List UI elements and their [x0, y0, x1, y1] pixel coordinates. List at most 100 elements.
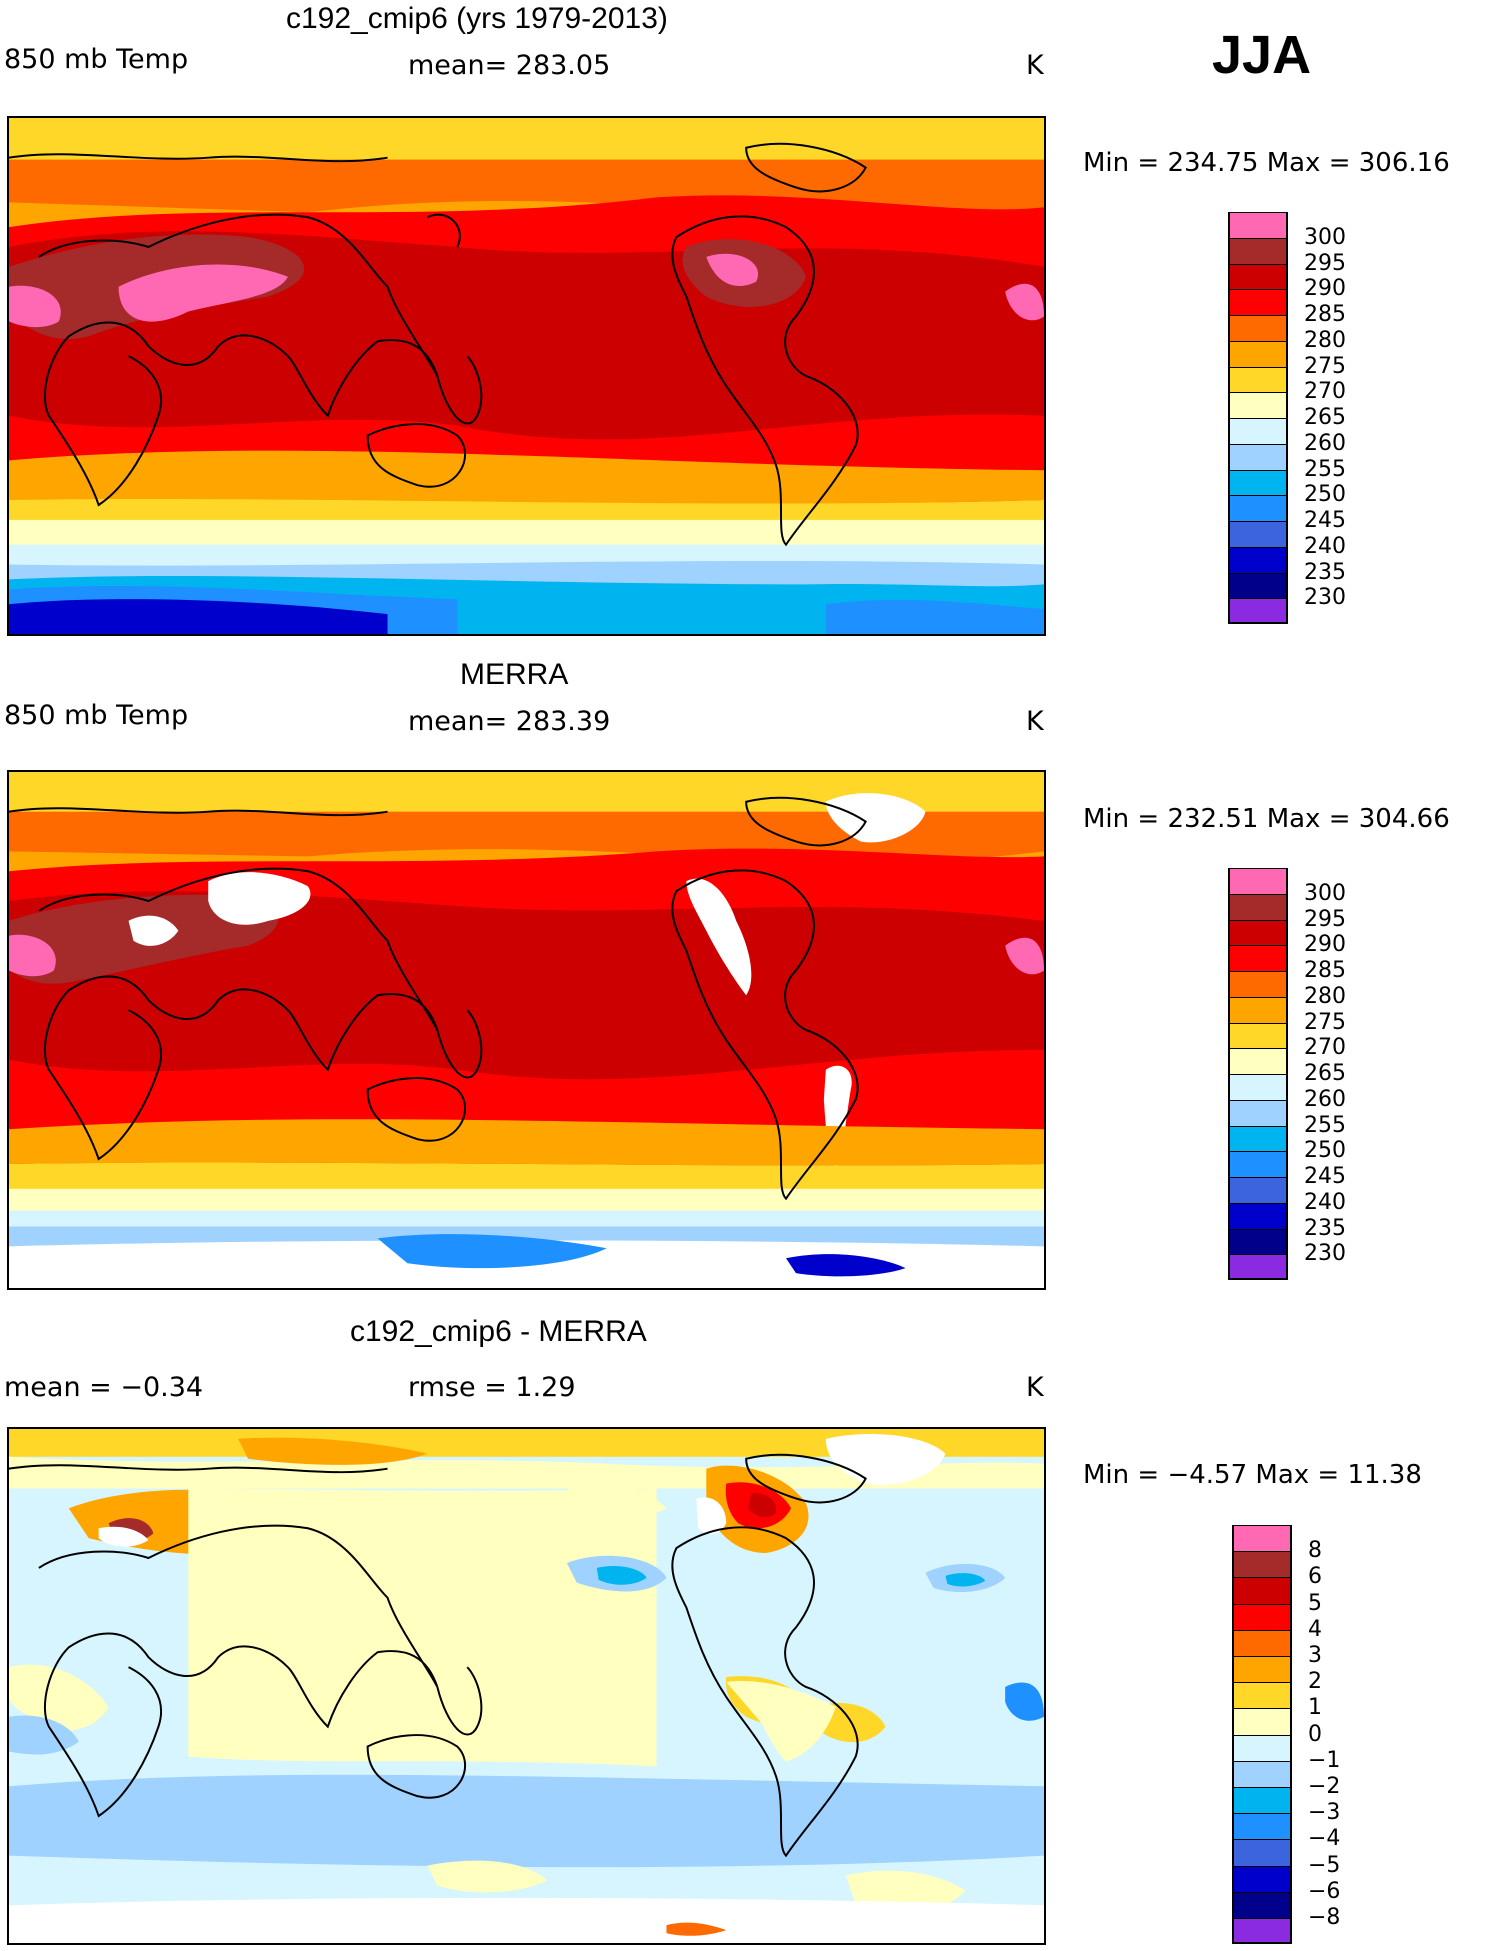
colorbar-tick-label: −1: [1308, 1747, 1341, 1773]
colorbar-tick-label: 290: [1304, 932, 1346, 958]
colorbar-tick-label: 280: [1304, 983, 1346, 1009]
colorbar-model: 300 295 290 285 280 275 270 265 260 255 250 245 240 2…: [1228, 212, 1358, 628]
variable-label: 850 mb Temp: [4, 700, 189, 731]
colorbar-swatch: [1228, 996, 1288, 1023]
colorbar-swatch: [1232, 1839, 1292, 1866]
colorbar-tick-label: −8: [1308, 1905, 1341, 1930]
season-label: JJA: [1212, 25, 1312, 85]
temperature-field: [9, 118, 1044, 634]
temperature-difference-field: [9, 1429, 1044, 1943]
units-label: K: [1026, 706, 1044, 737]
colorbar-tick-label: 3: [1308, 1643, 1322, 1668]
colorbar-swatch: [1232, 1603, 1292, 1630]
colorbar-swatch: [1232, 1682, 1292, 1709]
colorbar-diff: 8 6 5 4 3 2 1 0 −1 −2 −3 −4 −5 −6 −8: [1232, 1525, 1362, 1945]
colorbar-tick-label: 300: [1304, 880, 1346, 906]
colorbar-swatch: [1228, 945, 1288, 971]
min-max-label: Min = −4.57 Max = 11.38: [1083, 1460, 1422, 1490]
colorbar-swatch: [1228, 1228, 1288, 1255]
colorbar-tick-label: 295: [1304, 906, 1346, 932]
colorbar-swatch: [1228, 1022, 1288, 1049]
colorbar-tick-label: 260: [1304, 1086, 1346, 1112]
colorbar-tick-label: 265: [1304, 1061, 1346, 1086]
colorbar-swatch: [1228, 919, 1288, 946]
colorbar-tick-label: 290: [1304, 276, 1346, 302]
colorbar-swatch: [1228, 443, 1288, 470]
colorbar-swatch: [1228, 340, 1288, 367]
colorbar-swatch: [1228, 1177, 1288, 1203]
colorbar-swatch: [1228, 495, 1288, 521]
colorbar-swatch: [1228, 1202, 1288, 1229]
colorbar-swatch: [1228, 1074, 1288, 1100]
colorbar-tick-label: 285: [1304, 302, 1346, 327]
colorbar-swatch: [1228, 521, 1288, 547]
colorbar-swatch: [1232, 1918, 1292, 1945]
rmse-label: rmse = 1.29: [408, 1372, 576, 1403]
colorbar-swatch: [1232, 1865, 1292, 1892]
colorbar-tick-label: 270: [1304, 379, 1346, 405]
colorbar-tick-label: −3: [1308, 1800, 1341, 1826]
colorbar-tick-label: 1: [1308, 1695, 1322, 1721]
colorbar-tick-label: 4: [1308, 1616, 1322, 1642]
colorbar-swatch: [1232, 1708, 1292, 1735]
colorbar-swatch: [1228, 289, 1288, 315]
colorbar-tick-label: 0: [1308, 1721, 1322, 1747]
colorbar-tick-label: 260: [1304, 430, 1346, 456]
min-max-label: Min = 232.51 Max = 304.66: [1083, 804, 1450, 834]
map-obs: [7, 770, 1046, 1290]
colorbar-tick-label: 280: [1304, 327, 1346, 353]
colorbar-swatch: [1228, 546, 1288, 573]
panel-title: c192_cmip6 (yrs 1979-2013): [286, 2, 668, 35]
colorbar-tick-label: 255: [1304, 456, 1346, 482]
colorbar-swatch: [1232, 1813, 1292, 1840]
colorbar-swatch: [1228, 868, 1288, 894]
colorbar-swatch: [1228, 418, 1288, 444]
colorbar-swatch: [1228, 1254, 1288, 1280]
colorbar-tick-label: 240: [1304, 533, 1346, 559]
units-label: K: [1026, 50, 1044, 81]
colorbar-tick-label: 270: [1304, 1035, 1346, 1061]
colorbar-swatch: [1232, 1551, 1292, 1578]
colorbar-swatch: [1232, 1787, 1292, 1814]
colorbar-tick-label: 255: [1304, 1112, 1346, 1138]
colorbar-swatch: [1232, 1891, 1292, 1918]
colorbar-swatch: [1232, 1656, 1292, 1683]
min-max-label: Min = 234.75 Max = 306.16: [1083, 148, 1450, 178]
colorbar-swatch: [1228, 572, 1288, 599]
colorbar-tick-label: 8: [1308, 1538, 1322, 1564]
colorbar-tick-label: 275: [1304, 353, 1346, 379]
colorbar-tick-label: 250: [1304, 482, 1346, 508]
colorbar-tick-label: −4: [1308, 1826, 1341, 1852]
mean-label: mean= 283.05: [408, 50, 611, 81]
colorbar-tick-label: 235: [1304, 559, 1346, 585]
colorbar-swatch: [1228, 469, 1288, 496]
colorbar-swatch: [1228, 971, 1288, 997]
colorbar-tick-label: −5: [1308, 1852, 1341, 1878]
panel-title: c192_cmip6 - MERRA: [350, 1315, 647, 1348]
colorbar-tick-label: 230: [1304, 1241, 1346, 1267]
colorbar-swatch: [1228, 366, 1288, 393]
colorbar-swatch: [1228, 598, 1288, 624]
colorbar-swatch: [1232, 1525, 1292, 1552]
colorbar-swatch: [1228, 1151, 1288, 1177]
colorbar-swatch: [1228, 893, 1288, 920]
map-diff: [7, 1427, 1046, 1945]
units-label: K: [1026, 1372, 1044, 1403]
colorbar-swatch: [1228, 212, 1288, 238]
colorbar-tick-label: 300: [1304, 224, 1346, 250]
colorbar-tick-label: 245: [1304, 1164, 1346, 1189]
mean-label: mean = −0.34: [4, 1372, 204, 1403]
mean-label: mean= 283.39: [408, 706, 611, 737]
colorbar-tick-label: 240: [1304, 1189, 1346, 1215]
panel-title: MERRA: [460, 658, 569, 691]
map-model: [7, 116, 1046, 636]
colorbar-swatch: [1228, 315, 1288, 341]
variable-label: 850 mb Temp: [4, 44, 189, 75]
colorbar-swatch: [1232, 1577, 1292, 1604]
colorbar-swatch: [1228, 1125, 1288, 1152]
colorbar-swatch: [1228, 263, 1288, 290]
colorbar-tick-label: 245: [1304, 508, 1346, 533]
colorbar-tick-label: −6: [1308, 1878, 1341, 1904]
colorbar-tick-label: 230: [1304, 585, 1346, 611]
colorbar-swatch: [1232, 1734, 1292, 1761]
